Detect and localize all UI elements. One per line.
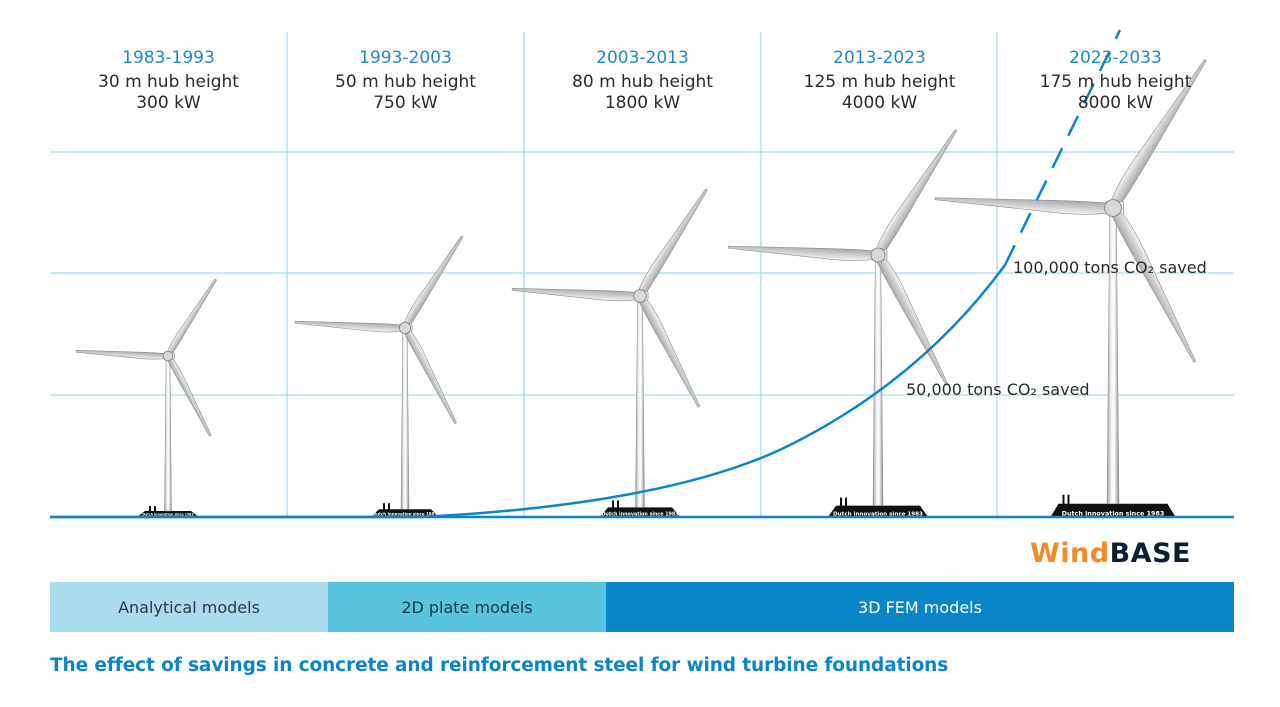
era-years: 2013-2023 [833, 48, 926, 68]
era-2003-2013: 2003-2013 80 m hub height 1800 kW [524, 44, 761, 114]
era-2013-2023: 2013-2023 125 m hub height 4000 kW [761, 44, 998, 114]
savings-curve-projection [1003, 29, 1122, 266]
wind-turbine-5: Dutch innovation since 1983 [934, 59, 1207, 518]
era-years: 1993-2003 [359, 48, 452, 68]
era-years: 1983-1993 [122, 48, 215, 68]
turbine-blade [402, 326, 457, 425]
turbine-foundation [828, 505, 928, 517]
turbine-blade [511, 287, 641, 302]
band-3d-fem-models: 3D FEM models [606, 582, 1234, 632]
foundation-label: Dutch innovation since 1983 [142, 513, 193, 517]
turbine-hub [398, 321, 411, 334]
person-figure [840, 497, 842, 508]
era-years: 2023-2033 [1069, 48, 1162, 68]
annotation-50000-tons: 50,000 tons CO₂ saved [906, 380, 1090, 399]
turbine-hub [162, 350, 174, 362]
savings-curve [50, 264, 1007, 519]
turbine-blade [727, 245, 879, 261]
turbine-hub [633, 289, 647, 303]
caption: The effect of savings in concrete and re… [50, 655, 949, 676]
person-figure [617, 500, 619, 510]
person-figure [845, 497, 847, 508]
turbine-blade [75, 349, 169, 360]
person-figure [149, 506, 151, 513]
era-hub-height: 30 m hub height [98, 72, 239, 92]
era-years: 2003-2013 [596, 48, 689, 68]
turbine-tower [164, 355, 172, 512]
logo-wind: Wind [1030, 538, 1110, 569]
band-2d-plate-models: 2D plate models [328, 582, 606, 632]
wind-turbine-2: Dutch innovation since 1983 [294, 235, 464, 517]
era-power: 750 kW [373, 93, 438, 113]
turbine-tower [400, 327, 410, 510]
era-power: 4000 kW [841, 93, 918, 113]
era-1983-1993: 1983-1993 30 m hub height 300 kW [50, 44, 287, 114]
turbine-blade [1108, 59, 1207, 211]
wind-turbine-3: Dutch innovation since 1983 [511, 188, 708, 518]
annotation-100000-tons: 100,000 tons CO₂ saved [1013, 258, 1207, 277]
turbine-tower [635, 295, 645, 508]
person-figure [612, 500, 614, 510]
era-hub-height: 175 m hub height [1039, 72, 1192, 92]
person-figure [1067, 494, 1070, 506]
turbine-blade [402, 235, 464, 330]
turbine-blade [165, 278, 218, 358]
turbine-blade [294, 320, 406, 333]
turbine-tower [1106, 207, 1120, 505]
turbine-blade [874, 129, 958, 258]
person-figure [1062, 494, 1065, 506]
turbine-blade [1108, 205, 1197, 363]
person-figure [388, 503, 390, 512]
turbine-blade [165, 354, 212, 437]
person-figure [383, 503, 385, 512]
turbine-blade [636, 188, 708, 299]
wind-turbine-1: Dutch innovation since 1983 [75, 278, 218, 517]
logo-base: BASE [1109, 538, 1191, 569]
era-power: 8000 kW [1077, 93, 1154, 113]
turbine-hub [1104, 199, 1122, 217]
person-figure [154, 506, 156, 513]
turbine-blade [874, 252, 949, 386]
foundation-label: Dutch innovation since 1983 [601, 512, 678, 518]
turbine-foundation [137, 511, 199, 517]
foundation-label: Dutch innovation since 1983 [1062, 510, 1165, 518]
windbase-logo: WindBASE [1030, 538, 1191, 569]
era-hub-height: 50 m hub height [335, 72, 476, 92]
foundation-label: Dutch innovation since 1983 [833, 512, 923, 518]
wind-turbine-4: Dutch innovation since 1983 [727, 129, 958, 518]
era-power: 300 kW [136, 93, 201, 113]
era-hub-height: 125 m hub height [803, 72, 956, 92]
era-hub-height: 80 m hub height [572, 72, 713, 92]
turbine-blade [934, 197, 1114, 215]
era-1993-2003: 1993-2003 50 m hub height 750 kW [287, 44, 524, 114]
turbine-blade [636, 294, 701, 408]
turbines: Dutch innovation since 1983 Dutch innovat… [75, 59, 1207, 518]
era-power: 1800 kW [604, 93, 681, 113]
turbine-foundation [1050, 503, 1176, 517]
foundation-label: Dutch innovation since 1983 [373, 512, 438, 517]
turbine-foundation [600, 507, 680, 517]
turbine-tower [872, 254, 884, 506]
band-analytical-models: Analytical models [50, 582, 328, 632]
turbine-hub [870, 247, 886, 263]
era-2023-2033: 2023-2033 175 m hub height 8000 kW [997, 44, 1234, 114]
